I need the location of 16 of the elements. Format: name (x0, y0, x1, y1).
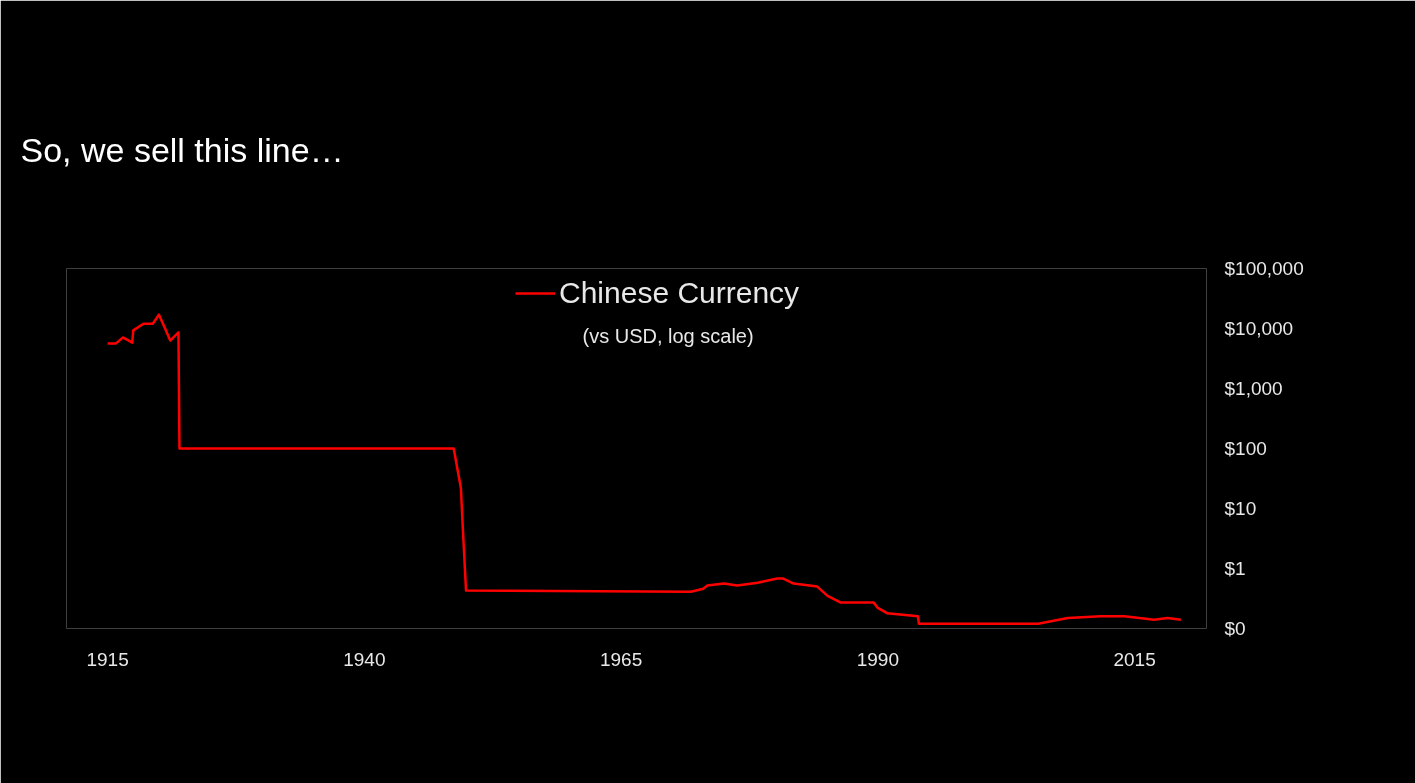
legend-label: Chinese Currency (559, 276, 800, 310)
y-tick-label: $1,000 (1224, 378, 1283, 399)
text: (vs USD, log scale) (582, 324, 754, 347)
x-tick-label: 1965 (599, 648, 643, 670)
y-tick-label: $10,000 (1224, 318, 1294, 339)
y-tick-label: $100 (1224, 438, 1267, 459)
x-tick-label: 1990 (856, 648, 899, 670)
x-tick-label: 2015 (1113, 648, 1156, 670)
y-tick-label: $10 (1224, 498, 1257, 519)
y-tick-label: $0 (1224, 618, 1246, 639)
chart-title: So, we sell this line… (20, 130, 344, 169)
x-tick-label: 1915 (86, 648, 129, 670)
x-tick-label: 1940 (343, 648, 386, 670)
y-tick-label: $1 (1224, 558, 1246, 579)
y-tick-label: $100,000 (1224, 258, 1304, 279)
line-series (106, 313, 1183, 625)
